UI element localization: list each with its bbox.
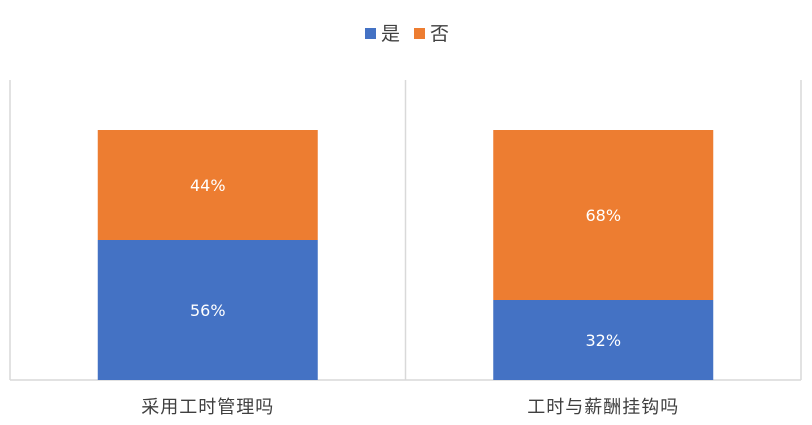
- bar-segment-yes-1: [493, 300, 714, 380]
- bar-segment-no-1: [493, 130, 714, 300]
- bar-segment-no-0: [97, 130, 318, 240]
- bar-segment-yes-0: [97, 240, 318, 380]
- data-label: 32%: [585, 331, 621, 350]
- legend: 是否: [365, 23, 449, 45]
- x-tick-label: 采用工时管理吗: [141, 397, 274, 418]
- data-label: 44%: [190, 176, 226, 195]
- legend-label: 否: [430, 23, 449, 45]
- bars: 56% 44% 32% 68%: [97, 130, 714, 380]
- data-label: 56%: [190, 301, 226, 320]
- legend-swatch: [414, 28, 425, 39]
- x-tick-label: 工时与薪酬挂钩吗: [527, 397, 679, 418]
- data-label: 68%: [585, 206, 621, 225]
- legend-swatch: [365, 28, 376, 39]
- legend-label: 是: [381, 23, 400, 45]
- category-labels: 采用工时管理吗 工时与薪酬挂钩吗: [141, 397, 679, 418]
